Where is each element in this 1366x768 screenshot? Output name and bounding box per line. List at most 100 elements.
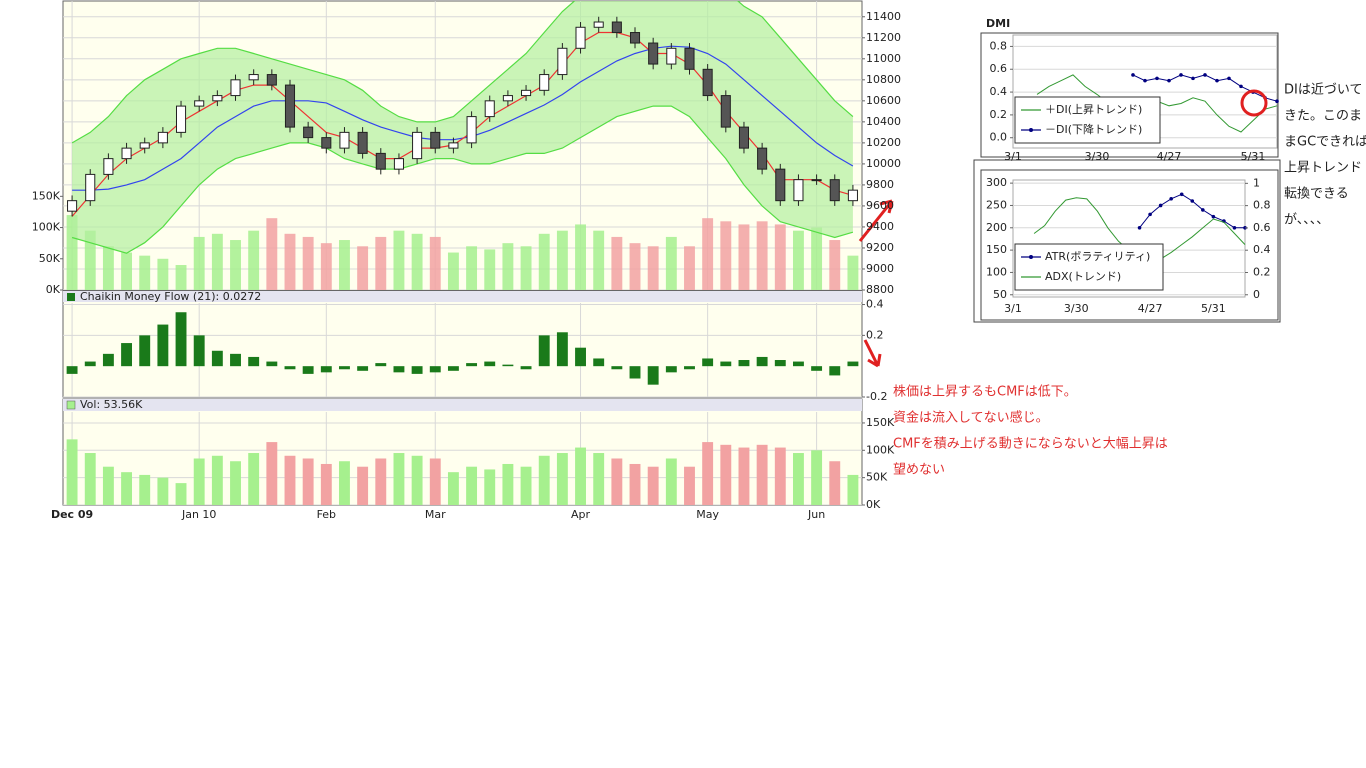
volume-overlay-bar [720, 221, 732, 290]
bar [520, 366, 532, 370]
series-marker [1137, 225, 1142, 230]
bar [248, 453, 260, 505]
down-arrow [863, 339, 882, 368]
volume-overlay-bar [266, 218, 278, 290]
volume-plot [63, 412, 862, 505]
bar [520, 466, 532, 505]
bar [847, 361, 859, 367]
y-tick-label: 11200 [866, 31, 901, 44]
y-tick-label: 0.4 [866, 298, 884, 311]
series-marker [1179, 192, 1184, 197]
volume-overlay-bar [556, 230, 568, 290]
series-marker [1190, 199, 1195, 203]
candle-body [829, 179, 840, 202]
volume-overlay-bar [466, 246, 478, 290]
volume-overlay-bar [792, 230, 804, 290]
y-tick-label: 8800 [866, 283, 894, 296]
bar [829, 366, 841, 376]
candle-body [412, 131, 423, 160]
bar [702, 358, 714, 367]
bar [102, 466, 114, 505]
bar [230, 461, 241, 505]
x-tick-label: Dec 09 [51, 508, 93, 521]
y-tick-label: 100 [986, 265, 1007, 278]
y-tick-label: 0.2 [866, 328, 884, 341]
y-tick-label: 150 [986, 243, 1007, 256]
note-line: 株価は上昇するもCMFは低下。 [893, 385, 1077, 400]
candle-body [448, 142, 459, 149]
bar [84, 361, 96, 367]
bar [429, 366, 441, 373]
y-tick-label: 11000 [866, 52, 901, 65]
y-tick-label: 0.4 [1253, 243, 1271, 256]
volume-overlay-bar [357, 246, 369, 290]
volume-overlay-bar [484, 249, 496, 290]
bar [756, 356, 768, 367]
bar [538, 335, 550, 367]
legend-marker [1029, 128, 1033, 132]
candle-body [393, 158, 404, 170]
bar [339, 461, 350, 505]
candle-body [194, 100, 205, 107]
y-tick-label: 10400 [866, 115, 901, 128]
volume-overlay-bar [175, 265, 187, 290]
bar [647, 466, 659, 505]
y-tick-label: 300 [986, 176, 1007, 189]
bar [684, 366, 695, 370]
volume-overlay-bar [702, 218, 714, 290]
series-marker [1232, 225, 1237, 230]
series-marker [1203, 73, 1207, 77]
candle-body [85, 173, 96, 202]
bar [375, 458, 387, 505]
volume-overlay-bar [339, 240, 350, 290]
x-tick-label: Feb [317, 508, 336, 521]
y-tick-label: 1 [1253, 176, 1260, 189]
bar [84, 453, 96, 505]
volume-overlay-bar [211, 233, 223, 290]
volume-overlay-bar [84, 230, 96, 290]
cmf-note: 株価は上昇するもCMFは低下。 資金は流入してない感じ。 CMFを積み上げる動き… [893, 385, 1168, 478]
volume-overlay-bar [611, 236, 623, 290]
volume-overlay-bar [157, 258, 169, 290]
candle-body [539, 74, 550, 91]
volume-overlay-bar [847, 255, 859, 290]
volume-overlay-bar [121, 252, 133, 290]
candle-body [629, 32, 641, 44]
x-tick-label: 4/27 [1138, 302, 1163, 315]
volume-overlay-bar [647, 246, 659, 290]
y-tick-label: 0.8 [1253, 199, 1271, 212]
y-tick-label: 0K [46, 283, 61, 296]
volume-overlay-bar [411, 233, 423, 290]
x-tick-label: 3/1 [1004, 302, 1022, 315]
bar [629, 463, 641, 505]
candle-body [67, 200, 78, 212]
bar [774, 447, 786, 505]
y-tick-label: 0.8 [990, 39, 1008, 52]
bar [429, 458, 441, 505]
dmi-plot [1013, 45, 1279, 139]
bar [411, 455, 423, 505]
legend-label: －DI(下降トレンド) [1045, 122, 1142, 136]
candle-body [684, 47, 695, 70]
bar [756, 444, 768, 505]
candle-body [593, 21, 604, 28]
y-tick-label: 50K [39, 252, 61, 265]
x-tick-label: 5/31 [1201, 302, 1226, 315]
cmf-legend: Chaikin Money Flow (21): 0.0272 [80, 290, 261, 303]
bar [447, 472, 459, 505]
x-tick-label: Apr [571, 508, 591, 521]
indicator-line [71, 1, 854, 144]
y-tick-label: 0.6 [990, 62, 1008, 75]
note-line: CMFを積み上げる動きにならないと大幅上昇は [893, 437, 1168, 452]
volume-overlay-bar [193, 236, 205, 290]
y-tick-label: 0.0 [990, 131, 1008, 144]
volume-overlay-bar [66, 215, 78, 290]
series-marker [1215, 78, 1219, 83]
y-tick-label: 9800 [866, 178, 894, 191]
y-tick-label: -0.2 [866, 390, 887, 403]
volume-overlay-bar [102, 246, 114, 290]
bar [157, 477, 169, 505]
volume-overlay-bar [447, 252, 459, 290]
note-line: 上昇トレンド [1284, 161, 1362, 176]
